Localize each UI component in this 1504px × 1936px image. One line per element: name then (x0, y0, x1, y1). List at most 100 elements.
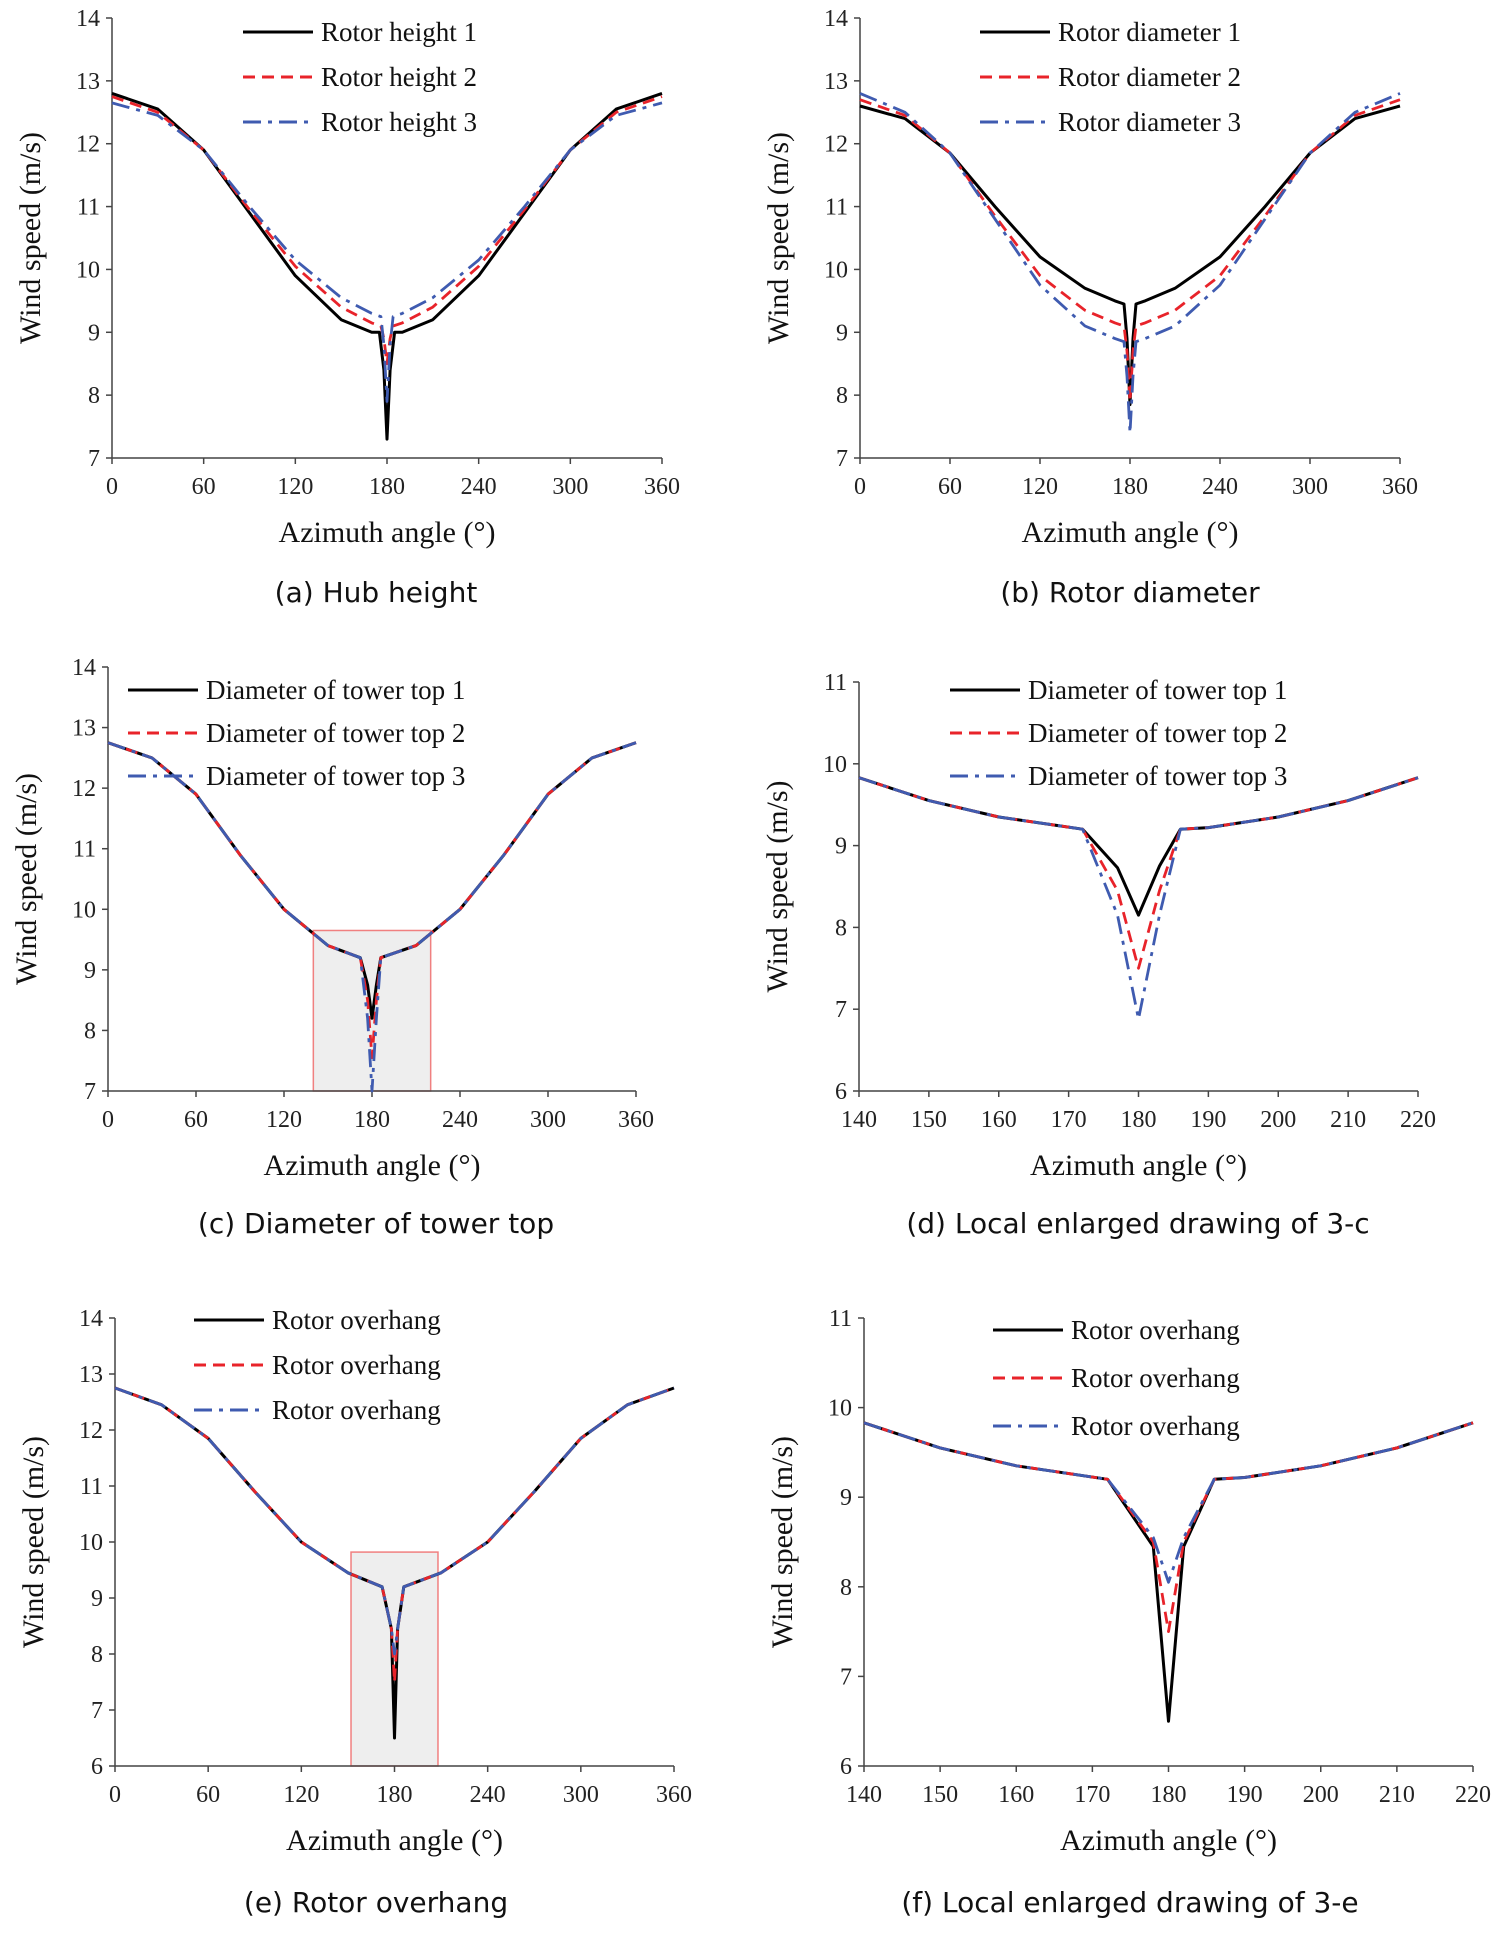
legend-entry-3: Rotor diameter 3 (1058, 107, 1241, 137)
legend-entry-1: Rotor diameter 1 (1058, 17, 1241, 47)
series-line-3 (863, 1421, 1474, 1584)
y-axis-label: Wind speed (m/s) (14, 132, 47, 344)
x-tick-label: 180 (354, 1107, 390, 1133)
x-tick-label: 180 (1151, 1782, 1187, 1808)
x-tick-label: 360 (644, 474, 680, 500)
y-tick-label: 7 (835, 997, 847, 1023)
x-tick-label: 360 (656, 1782, 692, 1808)
x-tick-label: 300 (530, 1107, 566, 1133)
x-tick-label: 0 (854, 474, 866, 500)
x-tick-label: 150 (911, 1107, 947, 1133)
x-tick-label: 360 (618, 1107, 654, 1133)
x-tick-label: 190 (1190, 1107, 1226, 1133)
y-tick-label: 6 (91, 1754, 103, 1780)
y-tick-label: 9 (840, 1485, 852, 1511)
y-tick-label: 14 (79, 1306, 103, 1332)
y-axis-label: Wind speed (m/s) (766, 1436, 799, 1648)
y-tick-label: 13 (824, 69, 848, 95)
y-axis-label: Wind speed (m/s) (17, 1436, 50, 1648)
x-tick-label: 220 (1455, 1782, 1491, 1808)
y-tick-label: 9 (91, 1586, 103, 1612)
chart-panel-c: 7 8 9 10 11 12 13 14 0 60 120 180 240 300 360 Azimuth a… (10, 655, 654, 1240)
y-tick-label: 8 (835, 915, 847, 941)
series-line-2 (111, 95, 663, 366)
y-tick-label: 10 (76, 257, 100, 283)
y-tick-label: 10 (828, 1396, 852, 1422)
panel-caption: (f) Local enlarged drawing of 3-e (901, 1886, 1358, 1919)
x-tick-label: 190 (1227, 1782, 1263, 1808)
y-tick-label: 11 (77, 195, 100, 221)
legend-entry-2: Diameter of tower top 2 (206, 718, 465, 748)
x-tick-label: 300 (552, 474, 588, 500)
y-tick-label: 12 (824, 132, 848, 158)
legend-entry-3: Diameter of tower top 3 (1028, 761, 1287, 791)
x-tick-label: 120 (266, 1107, 302, 1133)
x-tick-label: 300 (1292, 474, 1328, 500)
y-tick-label: 11 (824, 670, 847, 696)
panel-caption: (d) Local enlarged drawing of 3-c (906, 1207, 1369, 1240)
legend-entry-2: Rotor overhang (1071, 1363, 1240, 1393)
x-tick-label: 160 (981, 1107, 1017, 1133)
series-line-1 (111, 91, 663, 441)
series-line-1 (858, 776, 1419, 917)
y-tick-label: 6 (840, 1754, 852, 1780)
legend-entry-1: Diameter of tower top 1 (1028, 675, 1287, 705)
y-tick-label: 11 (825, 195, 848, 221)
x-tick-label: 0 (102, 1107, 114, 1133)
y-tick-label: 12 (76, 132, 100, 158)
chart-panel-d: 6 7 8 9 10 11 140 150 160 170 180 190 200 210 220 Azimu… (761, 670, 1436, 1240)
panel-caption: (a) Hub height (275, 576, 478, 609)
x-tick-label: 240 (461, 474, 497, 500)
x-tick-label: 160 (998, 1782, 1034, 1808)
y-tick-label: 10 (823, 752, 847, 778)
y-tick-label: 9 (835, 834, 847, 860)
x-tick-label: 150 (922, 1782, 958, 1808)
y-tick-label: 11 (73, 837, 96, 863)
y-tick-label: 8 (836, 383, 848, 409)
x-tick-label: 200 (1303, 1782, 1339, 1808)
y-axis-label: Wind speed (m/s) (761, 780, 794, 992)
y-tick-label: 10 (824, 257, 848, 283)
series-line-3 (111, 101, 663, 403)
legend-entry-1: Rotor overhang (1071, 1315, 1240, 1345)
x-tick-label: 0 (106, 474, 118, 500)
x-tick-label: 200 (1260, 1107, 1296, 1133)
x-tick-label: 300 (563, 1782, 599, 1808)
series-line-3 (858, 776, 1419, 1021)
x-axis-label: Azimuth angle (°) (286, 1824, 503, 1857)
series-line-3 (859, 92, 1401, 435)
x-tick-label: 170 (1051, 1107, 1087, 1133)
panel-caption: (c) Diameter of tower top (198, 1207, 554, 1240)
legend-entry-2: Diameter of tower top 2 (1028, 718, 1287, 748)
x-tick-label: 240 (470, 1782, 506, 1808)
x-axis-label: Azimuth angle (°) (1060, 1824, 1277, 1857)
x-axis-label: Azimuth angle (°) (279, 516, 496, 549)
y-tick-label: 11 (829, 1306, 852, 1332)
y-tick-label: 6 (835, 1079, 847, 1105)
x-tick-label: 140 (846, 1782, 882, 1808)
legend-entry-1: Rotor overhang (272, 1305, 441, 1335)
x-tick-label: 140 (841, 1107, 877, 1133)
series-line-3 (114, 1386, 675, 1656)
y-tick-label: 8 (91, 1642, 103, 1668)
x-axis-label: Azimuth angle (°) (1022, 516, 1239, 549)
y-tick-label: 9 (88, 320, 100, 346)
chart-panel-f: 6 7 8 9 10 11 140 150 160 170 180 190 200 210 220 Azimu… (766, 1306, 1491, 1919)
y-tick-label: 14 (824, 6, 848, 32)
y-tick-label: 8 (840, 1575, 852, 1601)
series-line-2 (863, 1421, 1474, 1633)
x-tick-label: 60 (184, 1107, 208, 1133)
legend-entry-1: Diameter of tower top 1 (206, 675, 465, 705)
y-axis-label: Wind speed (m/s) (762, 132, 795, 344)
x-tick-label: 220 (1400, 1107, 1436, 1133)
x-tick-label: 120 (283, 1782, 319, 1808)
chart-panel-a: 7 8 9 10 11 12 13 14 0 60 120 180 240 300 360 Azimuth a… (14, 6, 680, 609)
legend-entry-2: Rotor diameter 2 (1058, 62, 1241, 92)
y-tick-label: 9 (836, 320, 848, 346)
legend-entry-3: Rotor overhang (1071, 1411, 1240, 1441)
y-tick-label: 12 (72, 776, 96, 802)
y-tick-label: 8 (88, 383, 100, 409)
legend-entry-3: Diameter of tower top 3 (206, 761, 465, 791)
x-tick-label: 180 (1112, 474, 1148, 500)
